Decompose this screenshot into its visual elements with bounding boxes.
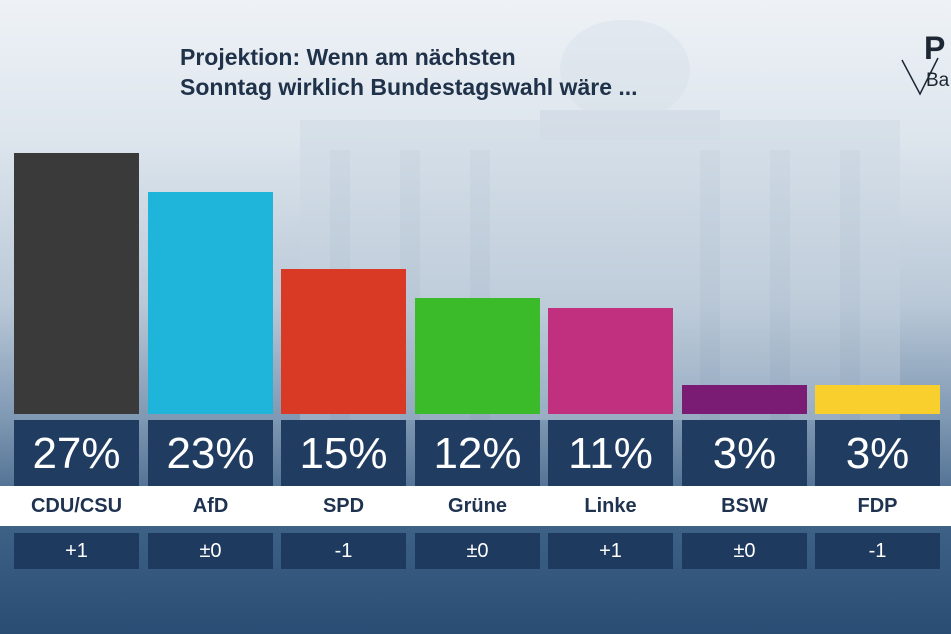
value-label: 23% xyxy=(148,420,273,486)
category-label: FDP xyxy=(815,486,940,526)
category-label: BSW xyxy=(682,486,807,526)
bar xyxy=(281,269,406,414)
value-label: 3% xyxy=(815,420,940,486)
value-label: 27% xyxy=(14,420,139,486)
value-label: 15% xyxy=(281,420,406,486)
bar xyxy=(415,298,540,414)
category-label: CDU/CSU xyxy=(14,486,139,526)
category-label: Linke xyxy=(548,486,673,526)
bar xyxy=(815,385,940,414)
change-label: +1 xyxy=(548,533,673,569)
change-label: +1 xyxy=(14,533,139,569)
value-label: 12% xyxy=(415,420,540,486)
change-label: ±0 xyxy=(148,533,273,569)
value-label: 11% xyxy=(548,420,673,486)
bar xyxy=(682,385,807,414)
change-label: -1 xyxy=(815,533,940,569)
change-label: ±0 xyxy=(682,533,807,569)
category-label: Grüne xyxy=(415,486,540,526)
bar xyxy=(548,308,673,414)
category-label: SPD xyxy=(281,486,406,526)
bar xyxy=(14,153,139,414)
bar-chart: 27% CDU/CSU +1 23% AfD ±0 15% SPD -1 12% Grüne ±0 11… xyxy=(0,0,951,634)
bar xyxy=(148,192,273,414)
change-label: -1 xyxy=(281,533,406,569)
value-label: 3% xyxy=(682,420,807,486)
category-label: AfD xyxy=(148,486,273,526)
change-label: ±0 xyxy=(415,533,540,569)
